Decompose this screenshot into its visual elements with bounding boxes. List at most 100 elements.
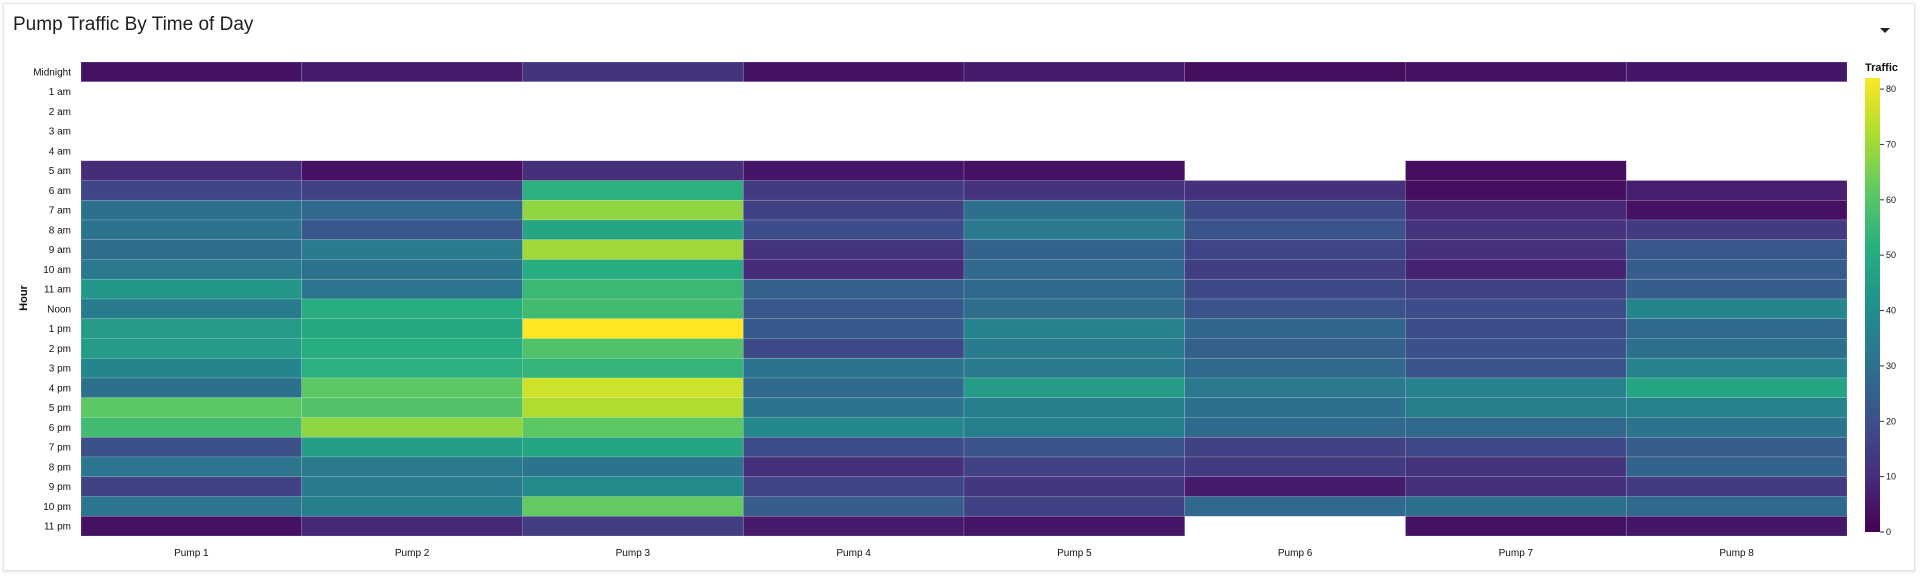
heatmap-cell	[1405, 160, 1627, 181]
heatmap-cell	[1184, 357, 1406, 379]
heatmap-cell	[522, 417, 744, 438]
heatmap-cell	[1405, 318, 1627, 339]
heatmap-cell	[301, 180, 523, 201]
legend-tick-label: 30	[1886, 361, 1896, 371]
heatmap-cell	[742, 496, 965, 517]
heatmap-cell	[522, 61, 744, 83]
heatmap-cell	[301, 199, 523, 221]
heatmap-cell	[963, 180, 1186, 201]
heatmap-cell	[1405, 496, 1627, 517]
legend-tick-label: 0	[1886, 527, 1891, 537]
heatmap-cell	[742, 219, 965, 241]
heatmap-cell	[80, 259, 303, 280]
heatmap-cell	[1405, 338, 1627, 359]
y-tick-label: 2 am	[49, 107, 71, 118]
heatmap-cell	[522, 357, 744, 379]
heatmap-cell	[80, 397, 303, 418]
heatmap-cell	[522, 496, 744, 517]
heatmap-cell	[1405, 357, 1627, 379]
y-tick-label: 10 pm	[43, 502, 71, 513]
legend-tick-label: 70	[1886, 139, 1896, 149]
x-tick-label: Pump 8	[1719, 548, 1754, 559]
y-tick-label: 6 am	[49, 186, 71, 197]
heatmap-cell	[80, 417, 303, 438]
heatmap-cell	[522, 377, 744, 399]
legend-tick-label: 20	[1886, 416, 1896, 426]
heatmap-cell	[1184, 476, 1406, 497]
legend-tick-label: 80	[1886, 84, 1896, 94]
heatmap-cell	[301, 357, 523, 379]
heatmap-cell	[1184, 199, 1406, 221]
heatmap-cell	[963, 417, 1186, 438]
heatmap-cell	[1405, 180, 1627, 201]
heatmap-cell	[1184, 219, 1406, 241]
heatmap-cell	[301, 298, 523, 320]
heatmap-cell	[301, 436, 523, 458]
heatmap-cell	[1184, 436, 1406, 458]
heatmap-cell	[963, 298, 1186, 320]
heatmap-cell	[80, 160, 303, 181]
heatmap-cell	[522, 278, 744, 300]
y-tick-label: 3 pm	[49, 364, 71, 375]
heatmap-cell	[963, 160, 1186, 181]
heatmap-cell	[80, 436, 303, 458]
heatmap-cell	[1625, 476, 1848, 497]
heatmap-cell	[1405, 278, 1627, 300]
x-tick-label: Pump 5	[1057, 548, 1092, 559]
heatmap-cell	[522, 476, 744, 497]
y-tick-label: 1 pm	[49, 324, 71, 335]
heatmap-cell	[1405, 61, 1627, 83]
heatmap-cell	[742, 377, 965, 399]
chevron-down-icon[interactable]	[1880, 28, 1890, 33]
heatmap-cell	[742, 180, 965, 201]
heatmap-cell	[742, 278, 965, 300]
y-tick-label: Midnight	[33, 67, 71, 78]
heatmap-cell	[742, 357, 965, 379]
heatmap-cell	[742, 456, 965, 478]
legend-tick-label: 10	[1886, 472, 1896, 482]
y-tick-label: 2 pm	[49, 344, 71, 355]
x-tick-label: Pump 7	[1499, 548, 1534, 559]
y-axis-title: Hour	[18, 284, 30, 310]
heatmap-cell	[80, 318, 303, 339]
heatmap-cell	[963, 259, 1186, 280]
y-tick-label: 5 pm	[49, 403, 71, 414]
heatmap-cell	[522, 160, 744, 181]
heatmap-cell	[80, 219, 303, 241]
y-tick-label: 9 pm	[49, 482, 71, 493]
heatmap-cell	[1184, 496, 1406, 517]
heatmap-cells	[80, 61, 1848, 537]
heatmap-cell	[1184, 298, 1406, 320]
legend-tick-label: 60	[1886, 195, 1896, 205]
heatmap-cell	[1625, 318, 1848, 339]
heatmap-cell	[1405, 239, 1627, 260]
heatmap-cell	[80, 377, 303, 399]
heatmap-cell	[742, 61, 965, 83]
color-legend: Traffic 0 10 20 30 40 50 60 70 80	[1865, 62, 1898, 537]
heatmap-cell	[963, 199, 1186, 221]
y-tick-label: 7 am	[49, 206, 71, 217]
heatmap-cell	[301, 259, 523, 280]
heatmap-cell	[1405, 456, 1627, 478]
heatmap-cell	[742, 476, 965, 497]
heatmap-cell	[80, 239, 303, 260]
legend-title: Traffic	[1865, 62, 1898, 74]
heatmap-cell	[742, 436, 965, 458]
heatmap-cell	[1405, 259, 1627, 280]
y-axis-ticks: Midnight 1 am 2 am 3 am 4 am 5 am 6 am 7 am 8 am…	[33, 67, 71, 532]
heatmap-cell	[742, 397, 965, 418]
heatmap-cell	[742, 239, 965, 260]
heatmap-cell	[1184, 61, 1406, 83]
heatmap-cell	[963, 239, 1186, 260]
heatmap-cell	[1184, 377, 1406, 399]
heatmap-cell	[301, 377, 523, 399]
heatmap-cell	[301, 219, 523, 241]
legend-ticks: 0 10 20 30 40 50 60 70 80	[1880, 84, 1896, 537]
heatmap-cell	[1405, 515, 1627, 537]
heatmap-cell	[1625, 61, 1848, 83]
heatmap-cell	[301, 278, 523, 300]
heatmap-cell	[1625, 199, 1848, 221]
heatmap-cell	[963, 278, 1186, 300]
heatmap-cell	[301, 160, 523, 181]
heatmap-cell	[1184, 259, 1406, 280]
